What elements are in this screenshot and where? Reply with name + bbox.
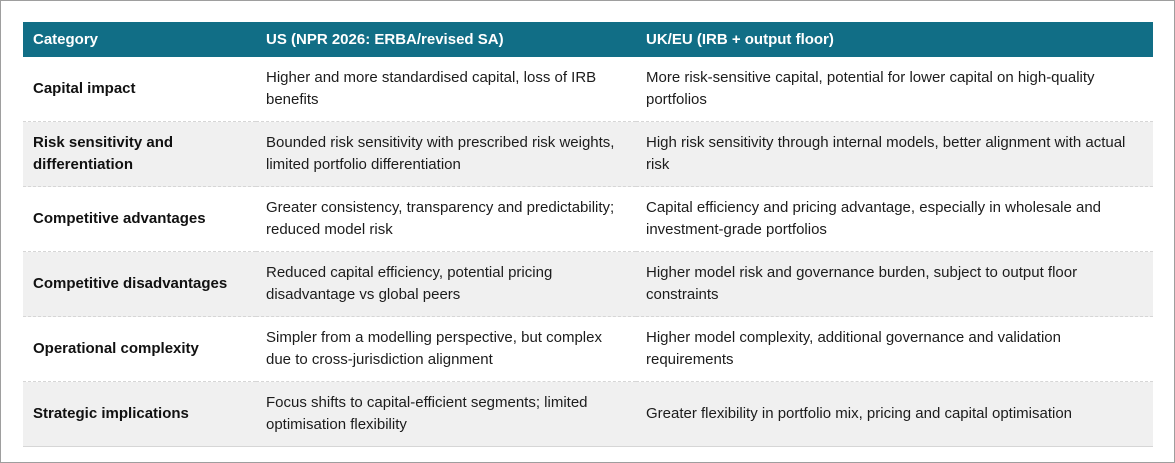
table-row: Risk sensitivity and differentiation Bou… xyxy=(23,121,1153,187)
table-row: Capital impact Higher and more standardi… xyxy=(23,57,1153,122)
table-row: Strategic implications Focus shifts to c… xyxy=(23,381,1153,447)
comparison-table: Category US (NPR 2026: ERBA/revised SA) … xyxy=(23,22,1153,447)
ukeu-cell: High risk sensitivity through internal m… xyxy=(646,134,1126,173)
table-row: Competitive disadvantages Reduced capita… xyxy=(23,251,1153,317)
category-cell: Operational complexity xyxy=(33,340,199,357)
us-cell: Simpler from a modelling perspective, bu… xyxy=(266,329,602,368)
us-cell: Greater consistency, transparency and pr… xyxy=(266,199,615,238)
us-cell: Higher and more standardised capital, lo… xyxy=(266,69,597,108)
category-cell: Capital impact xyxy=(33,80,136,97)
column-header-us: US (NPR 2026: ERBA/revised SA) xyxy=(256,22,636,57)
column-header-category: Category xyxy=(23,22,256,57)
column-header-ukeu: UK/EU (IRB + output floor) xyxy=(636,22,1153,57)
category-cell: Competitive disadvantages xyxy=(33,275,228,292)
ukeu-cell: Higher model complexity, additional gove… xyxy=(646,329,1061,368)
table-header-row: Category US (NPR 2026: ERBA/revised SA) … xyxy=(23,22,1153,57)
table-row: Competitive advantages Greater consisten… xyxy=(23,186,1153,252)
ukeu-cell: Higher model risk and governance burden,… xyxy=(646,264,1078,303)
category-cell: Competitive advantages xyxy=(33,210,206,227)
us-cell: Reduced capital efficiency, potential pr… xyxy=(266,264,553,303)
us-cell: Focus shifts to capital-efficient segmen… xyxy=(266,394,588,433)
category-cell: Strategic implications xyxy=(33,405,189,422)
us-cell: Bounded risk sensitivity with prescribed… xyxy=(266,134,615,173)
category-cell: Risk sensitivity and differentiation xyxy=(33,134,174,173)
ukeu-cell: More risk-sensitive capital, potential f… xyxy=(646,69,1095,108)
table-row: Operational complexity Simpler from a mo… xyxy=(23,316,1153,382)
ukeu-cell: Greater flexibility in portfolio mix, pr… xyxy=(646,405,1073,422)
ukeu-cell: Capital efficiency and pricing advantage… xyxy=(646,199,1102,238)
